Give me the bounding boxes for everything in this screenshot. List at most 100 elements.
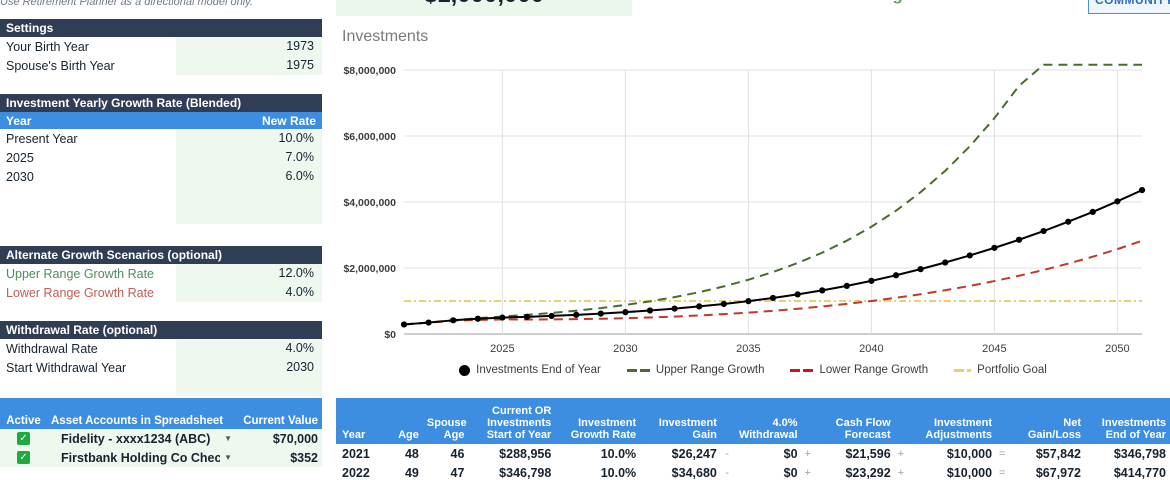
cell-start-of-year: $288,956 xyxy=(499,446,552,461)
accounts-name-cell[interactable]: Fidelity - xxxx1234 (ABC) ▼ xyxy=(47,432,236,446)
th-age[interactable]: Age xyxy=(381,403,423,444)
growth-value[interactable]: 6.0% xyxy=(176,167,322,186)
chart-data-point xyxy=(868,277,875,284)
settings-value[interactable]: 1975 xyxy=(176,56,322,75)
withdrawal-label: Start Withdrawal Year xyxy=(6,360,127,375)
alternate-value-lower[interactable]: 4.0% xyxy=(176,283,322,302)
cell-op-plus-1: + xyxy=(804,466,811,479)
alternate-panel-title: Alternate Growth Scenarios (optional) xyxy=(0,246,322,264)
withdrawal-empty-row[interactable] xyxy=(176,377,322,396)
account-value[interactable]: $70,000 xyxy=(272,431,318,446)
table-row: 2021 48 46 $288,956 10.0% $26,247 - $0 +… xyxy=(336,444,1170,463)
alternate-label-lower: Lower Range Growth Rate xyxy=(6,285,154,300)
chart-data-point xyxy=(917,266,924,273)
x-axis-tick-label: 2045 xyxy=(982,343,1006,355)
withdrawal-value[interactable]: 4.0% xyxy=(176,339,322,358)
th-withdrawal[interactable]: 4.0% Withdrawal xyxy=(733,403,802,444)
cell-op-plus-2: + xyxy=(897,447,905,460)
chart-legend: Investments End of Year Upper Range Grow… xyxy=(336,364,1170,376)
legend-item-upper-range[interactable]: Upper Range Growth xyxy=(626,364,764,376)
cell-growth-rate: 10.0% xyxy=(600,446,637,461)
growth-rate-panel: Investment Yearly Growth Rate (Blended) … xyxy=(0,94,322,224)
settings-row-birth-year: Your Birth Year 1973 xyxy=(0,37,322,56)
cell-start-of-year: $346,798 xyxy=(499,465,552,480)
forecast-table: Year Age Spouse Age Current OR Investments… xyxy=(336,398,1170,480)
investments-chart: Investments $0 $2,000,000 $4,000,000 $6,000… xyxy=(336,22,1170,390)
alternate-label-upper: Upper Range Growth Rate xyxy=(6,266,154,281)
chart-data-point xyxy=(696,303,703,310)
th-start-of-year[interactable]: Current OR Investments Start of Year xyxy=(468,403,556,444)
cell-cash-flow: $23,292 xyxy=(845,465,891,480)
th-adjustments[interactable]: Investment Adjustments xyxy=(907,403,997,444)
th-growth-rate[interactable]: Investment Growth Rate xyxy=(555,403,641,444)
withdrawal-row-start-year: Start Withdrawal Year 2030 xyxy=(0,358,322,377)
legend-item-lower-range[interactable]: Lower Range Growth xyxy=(790,364,928,376)
x-axis-tick-label: 2040 xyxy=(859,343,883,355)
chart-data-point xyxy=(1015,236,1023,243)
checkbox-checked-icon[interactable]: ✓ xyxy=(17,451,30,464)
cell-op-minus: - xyxy=(725,447,729,460)
y-axis-tick-label: $8,000,000 xyxy=(343,65,396,77)
th-spouse-age[interactable]: Spouse Age xyxy=(422,403,469,444)
th-end-of-year[interactable]: Investments End of Year xyxy=(1085,403,1170,444)
cell-age: 48 xyxy=(404,446,419,461)
chart-data-point xyxy=(892,272,900,279)
growth-label: 2030 xyxy=(6,169,34,184)
accounts-active-cell[interactable]: ✓ xyxy=(0,451,47,464)
chart-data-point xyxy=(1114,198,1121,205)
accounts-col-value: Current Value xyxy=(243,415,318,427)
withdrawal-panel-title: Withdrawal Rate (optional) xyxy=(0,321,322,339)
accounts-name-cell[interactable]: Firstbank Holding Co Checkin ▼ xyxy=(47,451,236,465)
withdrawal-label: Withdrawal Rate xyxy=(6,341,98,356)
chart-data-point xyxy=(1040,227,1047,235)
growth-value[interactable]: 10.0% xyxy=(176,129,322,148)
alternate-row-lower: Lower Range Growth Rate 4.0% xyxy=(0,283,322,302)
settings-row-spouse-birth-year: Spouse's Birth Year 1975 xyxy=(0,56,322,75)
cell-growth-rate: 10.0% xyxy=(600,465,637,480)
community-badge[interactable]: COMMUNITY xyxy=(1088,0,1170,14)
growth-col-year: Year xyxy=(6,113,32,128)
cell-op-equals: = xyxy=(999,466,1006,479)
legend-item-investments[interactable]: Investments End of Year xyxy=(459,364,601,376)
account-value[interactable]: $352 xyxy=(290,450,318,465)
settings-panel: Settings Your Birth Year 1973 Spouse's B… xyxy=(0,19,322,75)
th-year[interactable]: Year xyxy=(336,403,382,444)
table-row: 2022 49 47 $346,798 10.0% $34,680 - $0 +… xyxy=(336,463,1170,480)
settings-value[interactable]: 1973 xyxy=(176,37,322,56)
cell-net-gain-loss: $67,972 xyxy=(1035,465,1082,480)
accounts-active-cell[interactable]: ✓ xyxy=(0,432,47,445)
growth-value[interactable]: 7.0% xyxy=(176,148,322,167)
legend-label: Lower Range Growth xyxy=(819,364,929,376)
chart-data-point xyxy=(745,298,752,305)
chart-data-point xyxy=(720,300,727,308)
settings-panel-title: Settings xyxy=(0,19,322,37)
chart-data-point xyxy=(523,313,531,320)
th-op-plus-2 xyxy=(894,403,908,444)
chevron-down-icon[interactable]: ▼ xyxy=(224,434,232,443)
cell-adjustments: $10,000 xyxy=(946,465,993,480)
cell-withdrawal: $0 xyxy=(783,446,798,461)
th-cash-flow[interactable]: Cash Flow Forecast xyxy=(813,403,895,444)
chart-data-point xyxy=(819,287,826,294)
chart-data-point xyxy=(1138,187,1146,194)
alternate-value-upper[interactable]: 12.0% xyxy=(176,264,322,283)
table-row: ✓ Fidelity - xxxx1234 (ABC) ▼ $70,000 xyxy=(0,429,322,448)
withdrawal-rate-panel: Withdrawal Rate (optional) Withdrawal Ra… xyxy=(0,321,322,396)
legend-item-portfolio-goal[interactable]: Portfolio Goal xyxy=(954,364,1047,376)
growth-empty-rows[interactable] xyxy=(176,186,322,224)
cell-spouse-age: 47 xyxy=(450,465,465,480)
legend-dash-icon xyxy=(626,368,650,372)
th-op-equals xyxy=(996,403,1009,444)
chevron-down-icon[interactable]: ▼ xyxy=(224,453,232,462)
y-axis-tick-label: $2,000,000 xyxy=(343,263,396,275)
cell-year: 2022 xyxy=(342,465,370,480)
th-net-gain-loss[interactable]: Net Gain/Loss xyxy=(1008,403,1086,444)
th-op-plus-1 xyxy=(801,403,814,444)
accounts-header-spacer xyxy=(0,398,322,407)
checkbox-checked-icon[interactable]: ✓ xyxy=(17,432,30,445)
th-investment-gain[interactable]: Investment Gain xyxy=(640,403,721,444)
chart-data-point xyxy=(474,315,481,322)
withdrawal-value[interactable]: 2030 xyxy=(176,358,322,377)
table-row: ✓ Firstbank Holding Co Checkin ▼ $352 xyxy=(0,448,322,467)
growth-panel-title: Investment Yearly Growth Rate (Blended) xyxy=(0,94,322,112)
